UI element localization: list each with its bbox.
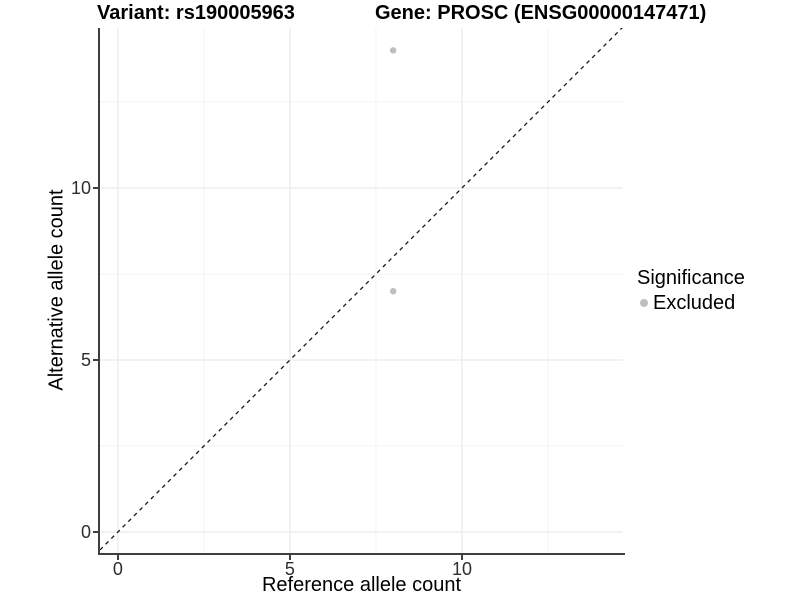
x-tick-mark: [289, 555, 291, 560]
x-axis-title: Reference allele count: [261, 574, 461, 596]
legend-item: Excluded: [640, 292, 745, 314]
x-tick-label: 0: [112, 559, 123, 579]
x-tick-label: 10: [451, 559, 472, 579]
y-axis-line: [98, 28, 100, 555]
plot-title-gene: Gene: PROSC (ENSG00000147471): [375, 2, 707, 24]
y-axis-title: Alternative allele count: [45, 189, 68, 391]
legend-items: Excluded: [637, 292, 745, 314]
data-point: [389, 47, 397, 54]
x-tick-mark: [117, 555, 119, 560]
identity-reference-line: [100, 28, 623, 551]
plot-title-variant: Variant: rs190005963: [97, 2, 295, 24]
plot-panel: [100, 28, 623, 553]
y-tick-label: 10: [70, 177, 91, 198]
plot-area-svg: [100, 28, 623, 553]
legend-item-label: Excluded: [653, 292, 736, 314]
y-tick-mark: [93, 531, 98, 533]
legend-title: Significance: [637, 267, 745, 289]
y-tick-mark: [93, 187, 98, 189]
y-tick-mark: [93, 359, 98, 361]
x-tick-mark: [461, 555, 463, 560]
x-tick-label: 5: [284, 559, 295, 579]
legend: Significance Excluded: [637, 267, 745, 314]
y-tick-label: 5: [80, 349, 91, 370]
x-axis-line: [98, 553, 625, 555]
data-point: [389, 287, 397, 295]
legend-point-icon: [640, 299, 648, 307]
y-tick-label: 0: [80, 522, 91, 542]
